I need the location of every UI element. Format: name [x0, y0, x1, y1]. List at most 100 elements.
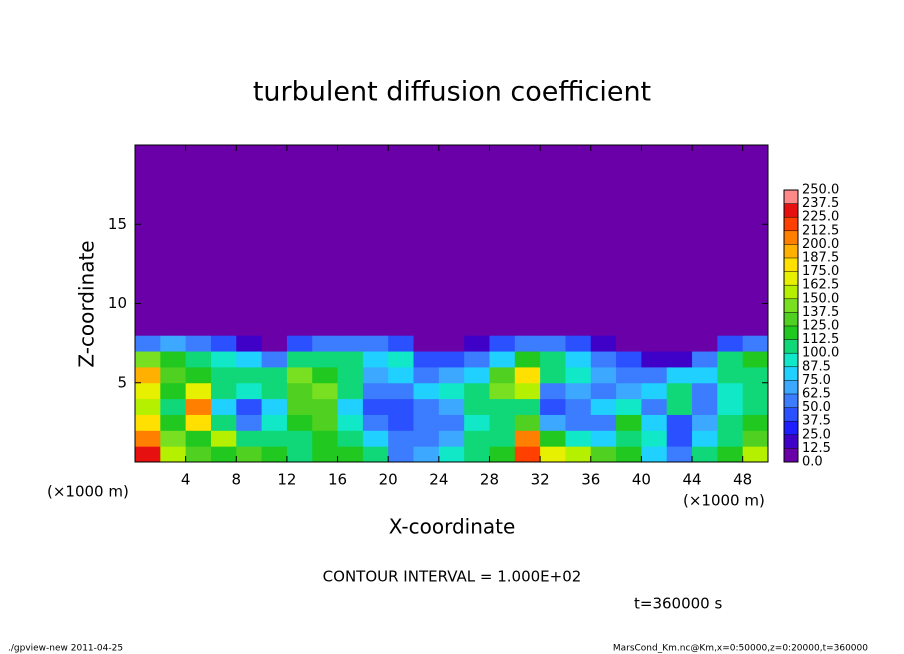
cell	[438, 335, 465, 352]
cell	[489, 446, 516, 463]
cell	[185, 398, 212, 415]
cell	[616, 351, 642, 368]
cell	[337, 145, 364, 336]
cell	[362, 414, 389, 431]
cell	[413, 414, 440, 431]
cell	[413, 335, 440, 352]
cell	[438, 382, 465, 400]
colorbar-label: 237.5	[802, 196, 839, 211]
cell	[666, 446, 693, 463]
cell	[514, 366, 541, 384]
cell	[641, 398, 668, 415]
cell	[666, 430, 693, 447]
cell	[540, 414, 566, 431]
cell	[717, 430, 744, 447]
colorbar-label: 250.0	[802, 183, 839, 198]
y-tick-label: 15	[108, 215, 127, 233]
cell	[590, 366, 617, 384]
cell	[388, 145, 415, 336]
time-note: t=360000 s	[634, 595, 722, 613]
cell	[185, 430, 212, 447]
y-tick-label: 10	[108, 294, 127, 312]
cell	[185, 414, 212, 431]
x-tick-label: 32	[531, 471, 550, 489]
cell	[362, 366, 389, 384]
cell	[489, 398, 516, 415]
cell	[337, 446, 364, 463]
cell	[489, 382, 516, 400]
colorbar-swatch	[784, 190, 798, 204]
y-axis-label: Z-coordinate	[75, 240, 99, 367]
cell	[666, 351, 693, 368]
cell	[261, 145, 288, 336]
cell	[286, 382, 313, 400]
cell	[312, 414, 339, 431]
cell	[464, 335, 490, 352]
cell	[514, 145, 541, 336]
cell	[160, 398, 187, 415]
cell	[362, 335, 389, 352]
colorbar-label: 75.0	[802, 373, 831, 388]
cell	[590, 351, 617, 368]
cell	[565, 145, 592, 336]
cell	[236, 398, 263, 415]
cell	[210, 414, 237, 431]
y-tick-label: 5	[117, 373, 127, 391]
cell	[185, 446, 212, 463]
cell	[590, 414, 617, 431]
cell	[565, 446, 592, 463]
cell	[590, 382, 617, 400]
cell	[742, 398, 769, 415]
cell	[641, 430, 668, 447]
cell	[464, 382, 490, 400]
colorbar-label: 137.5	[802, 305, 839, 320]
cell	[160, 335, 187, 352]
cell	[692, 446, 718, 463]
cell	[160, 351, 187, 368]
cell	[135, 414, 161, 431]
cell	[337, 430, 364, 447]
cell	[464, 366, 490, 384]
colorbar-swatch	[784, 244, 798, 258]
cell	[160, 382, 187, 400]
cell	[210, 335, 237, 352]
cell	[666, 398, 693, 415]
colorbar-swatch	[784, 217, 798, 231]
cell	[692, 414, 718, 431]
cell	[540, 335, 566, 352]
colorbar-label: 150.0	[802, 291, 839, 306]
cell	[641, 414, 668, 431]
cell	[590, 398, 617, 415]
cell	[742, 351, 769, 368]
cell	[717, 335, 744, 352]
cell	[489, 351, 516, 368]
cell	[337, 366, 364, 384]
cell	[489, 145, 516, 336]
colorbar-swatch	[784, 366, 798, 381]
cell	[666, 382, 693, 400]
x-tick-label: 40	[632, 471, 651, 489]
cell	[135, 446, 161, 463]
cell	[514, 382, 541, 400]
cell	[210, 366, 237, 384]
cell	[236, 414, 263, 431]
cell	[438, 351, 465, 368]
cell	[540, 351, 566, 368]
cell	[464, 430, 490, 447]
cell	[312, 398, 339, 415]
cell	[160, 446, 187, 463]
cell	[717, 446, 744, 463]
cell	[565, 366, 592, 384]
cell	[692, 366, 718, 384]
cell	[236, 351, 263, 368]
cell	[337, 398, 364, 415]
cell	[160, 430, 187, 447]
cell	[565, 414, 592, 431]
cell	[565, 430, 592, 447]
cell	[160, 145, 187, 336]
cell	[565, 382, 592, 400]
cell	[616, 414, 642, 431]
cell	[337, 351, 364, 368]
colorbar-swatch	[784, 271, 798, 286]
cell	[312, 430, 339, 447]
